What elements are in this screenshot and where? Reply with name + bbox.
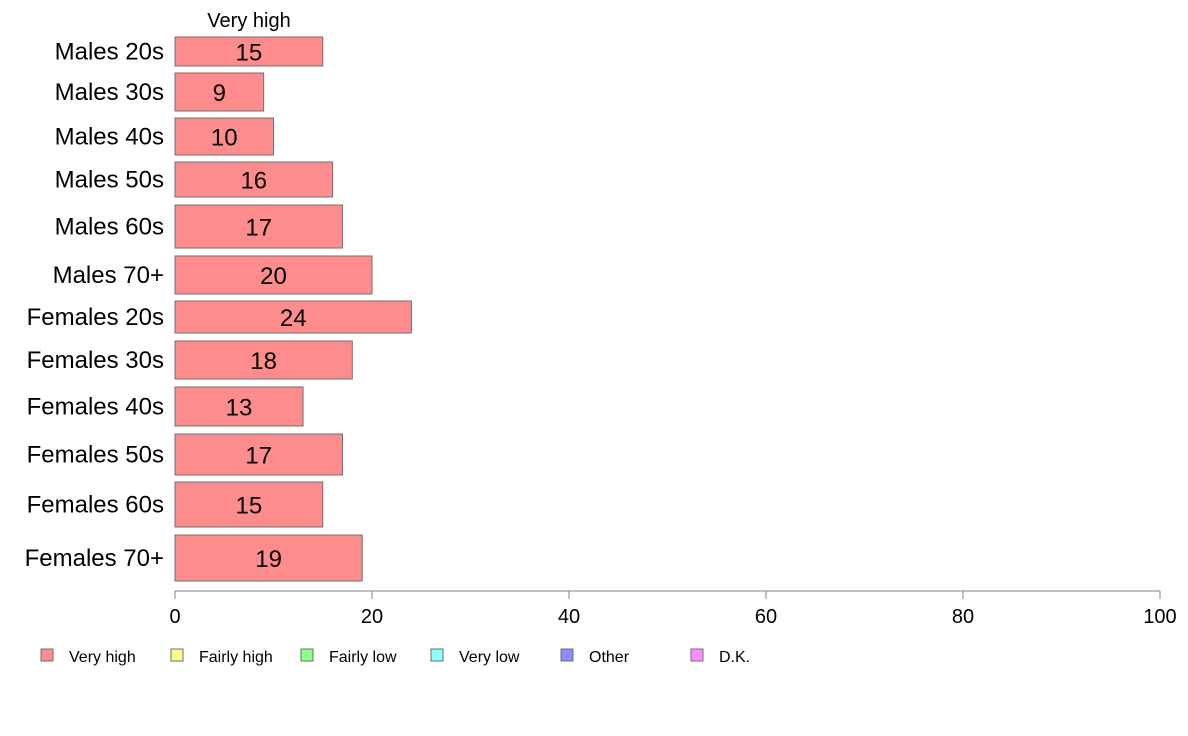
- category-label: Females 30s: [27, 347, 164, 374]
- legend-swatch: [690, 648, 704, 662]
- x-tick-label: 100: [1143, 606, 1176, 628]
- bar: [174, 36, 324, 67]
- data-label: 15: [236, 493, 263, 520]
- legend-swatch: [40, 648, 54, 662]
- data-label: 15: [236, 40, 263, 67]
- data-label: 18: [250, 348, 277, 375]
- bar: [174, 340, 353, 380]
- data-label: 19: [255, 546, 282, 573]
- bar: [174, 117, 274, 156]
- bar: [174, 433, 343, 476]
- x-tick-label: 0: [169, 606, 180, 628]
- column-header: Very high: [207, 10, 290, 32]
- category-label: Males 30s: [55, 79, 164, 106]
- bar: [174, 534, 363, 582]
- data-label: 24: [280, 305, 307, 332]
- legend-label: Very low: [459, 649, 520, 666]
- bar: [174, 204, 343, 249]
- data-label: 9: [213, 80, 226, 107]
- legend-label: Other: [589, 649, 630, 666]
- legend-label: Very high: [69, 649, 136, 666]
- category-label: Males 40s: [55, 124, 164, 151]
- category-label: Males 50s: [55, 167, 164, 194]
- legend-swatch: [300, 648, 314, 662]
- data-label: 13: [226, 395, 253, 422]
- legend-label: Fairly high: [199, 649, 273, 666]
- data-label: 17: [245, 215, 272, 242]
- legend-label: Fairly low: [329, 649, 397, 666]
- legend-swatch: [170, 648, 184, 662]
- x-tick-label: 60: [755, 606, 777, 628]
- category-label: Males 60s: [55, 214, 164, 241]
- x-tick-label: 80: [952, 606, 974, 628]
- category-label: Females 50s: [27, 442, 164, 469]
- data-label: 17: [245, 443, 272, 470]
- category-label: Females 60s: [27, 492, 164, 519]
- bar: [174, 161, 334, 198]
- category-label: Males 20s: [55, 39, 164, 66]
- bar: [174, 481, 324, 528]
- legend-swatch: [430, 648, 444, 662]
- data-label: 20: [260, 263, 287, 290]
- category-label: Females 20s: [27, 304, 164, 331]
- category-label: Males 70+: [53, 262, 164, 289]
- x-tick-label: 20: [361, 606, 383, 628]
- bar: [174, 72, 265, 112]
- data-label: 10: [211, 125, 238, 152]
- bar: [174, 300, 412, 334]
- x-tick-label: 40: [558, 606, 580, 628]
- category-label: Females 70+: [25, 545, 164, 572]
- bar: [174, 386, 304, 427]
- category-label: Females 40s: [27, 394, 164, 421]
- bar: [174, 255, 373, 295]
- legend-label: D.K.: [719, 649, 750, 666]
- data-label: 16: [240, 168, 267, 195]
- legend-swatch: [560, 648, 574, 662]
